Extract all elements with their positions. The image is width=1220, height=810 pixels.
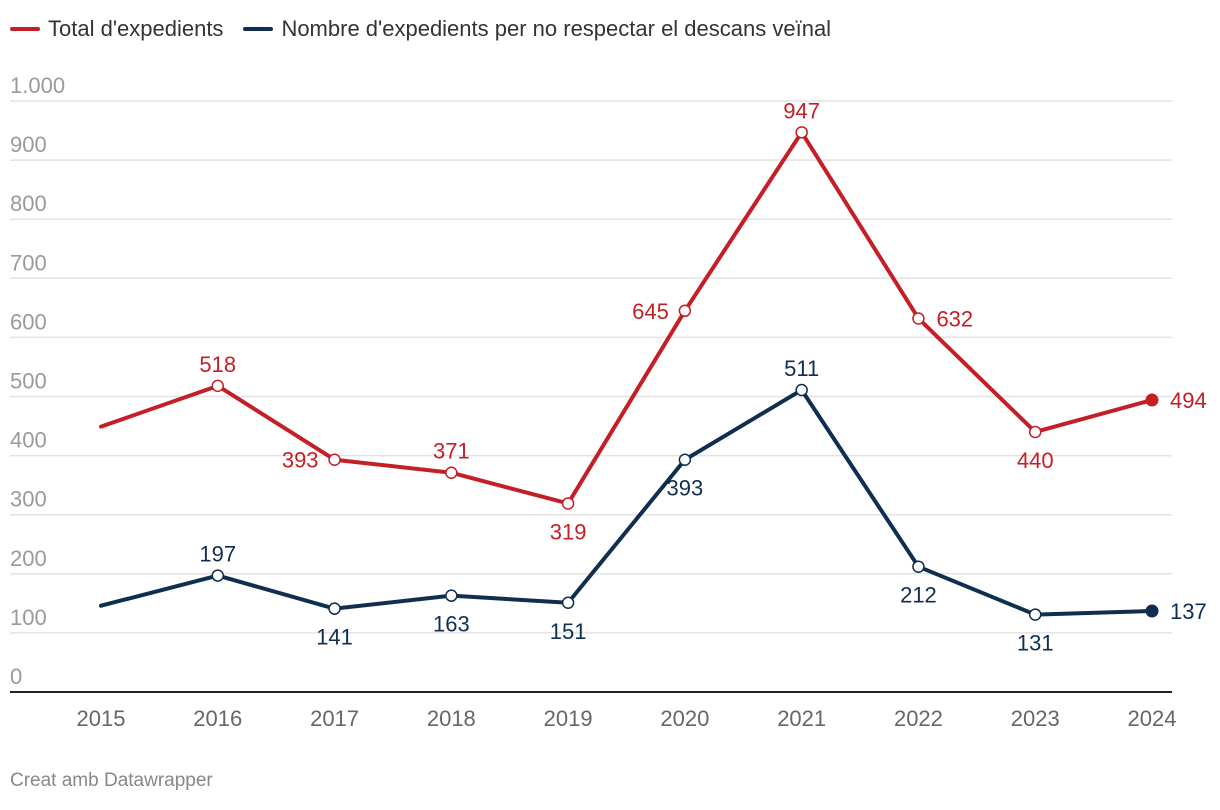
y-tick-label-300: 300 (10, 487, 47, 512)
series-line-descans (99, 387, 1154, 617)
y-tick-label-800: 800 (10, 191, 47, 216)
y-tick-label-900: 900 (10, 132, 47, 157)
y-tick-label-0: 0 (10, 664, 22, 689)
data-label-descans-2021: 511 (784, 356, 819, 381)
data-point-descans-2021 (795, 383, 808, 397)
data-label-total-2024: 494 (1170, 388, 1207, 413)
data-point-descans-2024 (1145, 604, 1159, 618)
data-point-total-2020 (678, 304, 692, 318)
x-tick-label-2023: 2023 (1011, 706, 1060, 731)
x-tick-label-2022: 2022 (894, 706, 943, 731)
x-tick-label-2024: 2024 (1128, 706, 1177, 731)
data-point-descans-2023 (1028, 608, 1042, 621)
data-label-descans-2023: 131 (1017, 631, 1054, 656)
x-tick-label-2016: 2016 (193, 706, 242, 731)
data-point-descans-2017 (328, 602, 341, 615)
x-tick-label-2018: 2018 (427, 706, 476, 731)
y-tick-label-200: 200 (10, 546, 47, 571)
data-point-total-2023 (1028, 425, 1042, 439)
data-label-total-2019: 319 (550, 519, 587, 544)
data-label-descans-2022: 212 (900, 583, 937, 608)
x-tick-label-2015: 2015 (77, 706, 126, 731)
y-tick-label-400: 400 (10, 428, 47, 453)
data-point-total-2019 (561, 497, 575, 510)
x-tick-label-2017: 2017 (310, 706, 359, 731)
data-point-descans-2018 (445, 589, 458, 602)
x-tick-label-2019: 2019 (544, 706, 593, 731)
legend-swatch-total (10, 27, 40, 31)
legend-swatch-descans (243, 27, 274, 31)
data-label-descans-2024: 137 (1170, 599, 1207, 624)
data-point-total-2016 (211, 379, 225, 393)
data-label-total-2016: 518 (199, 352, 236, 377)
data-point-total-2017 (328, 453, 341, 466)
data-label-descans-2018: 163 (433, 612, 470, 637)
legend-item-descans[interactable]: Nombre d'expedients per no respectar el … (243, 16, 831, 42)
y-tick-label-700: 700 (10, 250, 47, 275)
data-point-total-2024 (1145, 393, 1159, 407)
data-label-total-2022: 632 (936, 306, 973, 331)
data-point-total-2021 (795, 126, 808, 139)
data-label-descans-2016: 197 (199, 542, 236, 567)
data-point-total-2018 (445, 466, 458, 479)
data-point-total-2022 (912, 312, 925, 325)
data-point-descans-2016 (211, 569, 225, 582)
x-tick-label-2021: 2021 (777, 706, 826, 731)
y-tick-label-100: 100 (10, 605, 47, 630)
y-tick-label-600: 600 (10, 309, 47, 334)
data-point-descans-2022 (912, 560, 925, 573)
legend-item-total[interactable]: Total d'expedients (10, 16, 223, 42)
data-point-descans-2019 (561, 596, 575, 610)
data-point-descans-2020 (678, 453, 692, 466)
data-label-total-2023: 440 (1017, 448, 1054, 473)
data-label-total-2017: 393 (282, 448, 319, 473)
data-label-total-2018: 371 (433, 439, 470, 464)
data-label-descans-2019: 151 (550, 619, 587, 644)
legend: Total d'expedients Nombre d'expedients p… (10, 14, 831, 44)
data-label-descans-2017: 141 (316, 625, 353, 650)
footer-credit: Creat amb Datawrapper (10, 770, 213, 791)
y-tick-label-1000: 1.000 (10, 73, 65, 98)
legend-label-descans: Nombre d'expedients per no respectar el … (281, 16, 832, 41)
data-label-total-2020: 645 (632, 299, 669, 324)
y-tick-label-500: 500 (10, 369, 47, 394)
legend-label-total: Total d'expedients (48, 16, 224, 41)
series-line-total (99, 130, 1154, 506)
x-tick-label-2020: 2020 (660, 706, 709, 731)
data-label-total-2021: 947 (783, 98, 820, 123)
data-label-descans-2020: 393 (667, 476, 704, 501)
